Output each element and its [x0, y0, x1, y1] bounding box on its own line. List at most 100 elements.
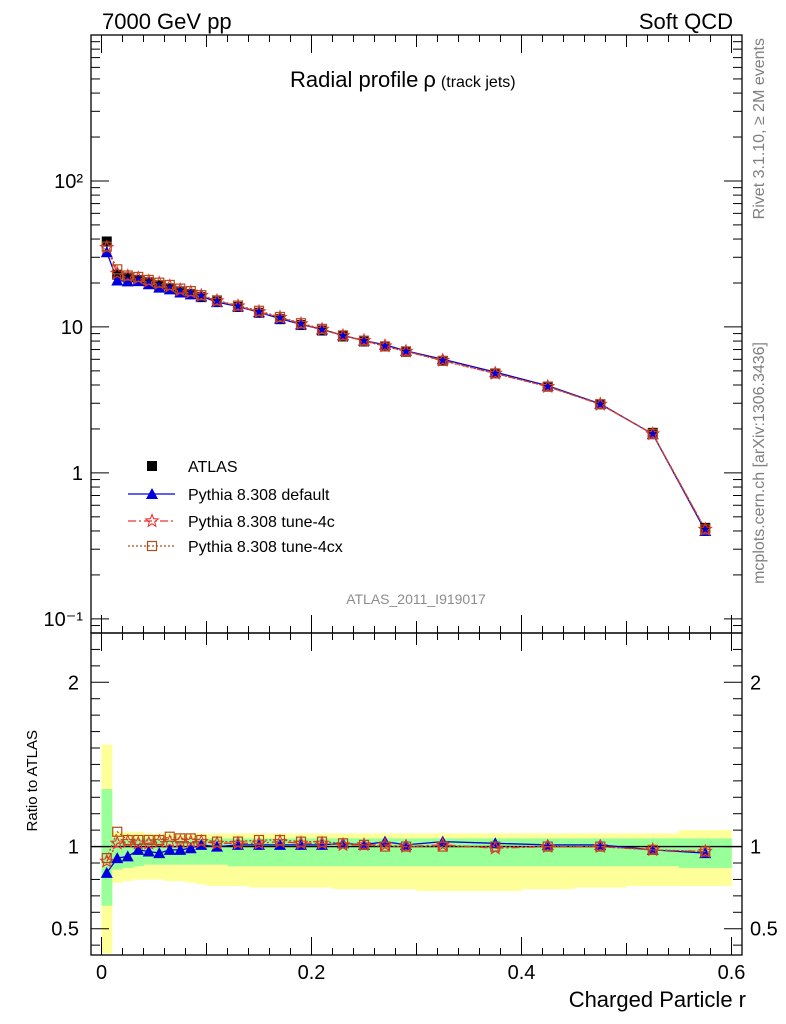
data-point-3 — [143, 274, 154, 285]
ratio-point-3 — [154, 834, 165, 846]
legend-label-1: Pythia 8.308 default — [188, 487, 330, 504]
ratio-point-3 — [295, 836, 307, 847]
main-title-sub: (track jets) — [441, 74, 516, 91]
side-label-bottom: mcplots.cern.ch [arXiv:1306.3436] — [751, 342, 768, 584]
ratio-point-3 — [595, 841, 606, 852]
y-tick-label: 1 — [72, 463, 83, 485]
ratio-line-3 — [106, 830, 706, 859]
data-point-3 — [295, 318, 307, 329]
legend-marker-1 — [146, 488, 158, 499]
ratio-point-3 — [185, 833, 196, 844]
data-point-3 — [101, 241, 112, 252]
ratio-point-1 — [379, 835, 391, 847]
x-tick-label: 0 — [96, 962, 107, 984]
ratio-point-1 — [100, 866, 113, 878]
ratio-point-3 — [700, 846, 711, 857]
ratio-point-1 — [174, 843, 187, 855]
ratio-y-tick-label: 2 — [68, 672, 79, 694]
legend: ATLAS Pythia 8.308 default Pythia 8.308 tu… — [128, 459, 343, 556]
data-point-3 — [337, 330, 349, 341]
data-point-3 — [211, 295, 223, 306]
ratio-point-3 — [122, 834, 133, 846]
ratio-point-3 — [143, 834, 154, 846]
data-point-1 — [111, 274, 124, 286]
y-tick-label: 10 — [61, 317, 83, 339]
y-axis-label: Ratio to ATLAS — [24, 730, 41, 831]
ratio-point-2 — [109, 835, 125, 850]
ratio-point-3 — [101, 852, 112, 864]
ratio-y-tick-label: 1 — [68, 837, 79, 859]
ratio-y-tick-label: 0.5 — [51, 919, 79, 941]
data-point-3 — [232, 300, 244, 311]
ratio-point-3 — [647, 844, 658, 855]
ratio-frame — [90, 632, 743, 956]
ratio-point-3 — [112, 826, 123, 837]
ratio-point-1 — [111, 852, 124, 864]
ratio-point-1 — [163, 843, 176, 855]
ratio-point-3 — [490, 841, 501, 852]
data-point-3 — [490, 368, 501, 379]
main-title-text: Radial profile — [290, 67, 418, 92]
data-point-3 — [154, 277, 165, 288]
data-point-3 — [358, 335, 370, 346]
ratio-point-3 — [437, 841, 448, 852]
data-point-3 — [112, 264, 123, 275]
ratio-point-3 — [253, 834, 265, 846]
x-axis-label: Charged Particle r — [569, 987, 746, 1012]
legend-label-0: ATLAS — [188, 459, 238, 476]
data-point-3 — [542, 381, 553, 392]
ratio-point-3 — [337, 838, 349, 849]
ratio-y-tick-label-right: 1 — [750, 837, 761, 859]
ratio-point-3 — [274, 834, 286, 846]
ratio-point-1 — [153, 847, 166, 859]
ratio-point-3 — [379, 841, 391, 852]
ratio-point-1 — [132, 843, 145, 855]
data-point-3 — [437, 355, 448, 367]
analysis-id: ATLAS_2011_I919017 — [346, 591, 486, 607]
x-tick-label: 0.6 — [718, 962, 746, 984]
side-label-top: Rivet 3.1.10, ≥ 2M events — [751, 38, 768, 219]
legend-label-2: Pythia 8.308 tune-4c — [188, 514, 335, 531]
x-tick-label: 0.4 — [508, 962, 536, 984]
legend-marker-3 — [146, 540, 158, 552]
legend-label-3: Pythia 8.308 tune-4cx — [188, 539, 343, 556]
data-point-1 — [121, 275, 134, 287]
ratio-point-1 — [436, 835, 449, 847]
main-title-symbol: ρ — [423, 67, 436, 92]
data-point-3 — [175, 283, 186, 294]
ratio-stat-band — [101, 789, 113, 906]
ratio-point-1 — [121, 850, 134, 862]
data-point-3 — [379, 341, 391, 352]
ratio-point-3 — [542, 841, 553, 852]
header-left: 7000 GeV pp — [102, 9, 232, 34]
header-right: Soft QCD — [639, 9, 733, 34]
ratio-stat-band — [196, 838, 207, 865]
ratio-point-3 — [232, 836, 244, 847]
data-point-3 — [400, 346, 412, 357]
main-plot-panel: 10⁻¹ 1 10 10² — [44, 34, 743, 634]
ratio-point-3 — [211, 836, 223, 847]
x-tick-label: 0.2 — [298, 962, 326, 984]
ratio-y-tick-label-right: 0.5 — [750, 919, 778, 941]
ratio-point-1 — [184, 842, 197, 854]
main-title: Radial profile ρ (track jets) — [290, 67, 516, 92]
ratio-y-tick-label-right: 2 — [750, 672, 761, 694]
ratio-point-3 — [358, 839, 370, 851]
data-point-3 — [185, 285, 196, 297]
ratio-point-3 — [196, 834, 207, 846]
data-point-3 — [316, 323, 328, 334]
data-point-3 — [122, 270, 133, 281]
ratio-point-3 — [175, 833, 186, 844]
ratio-line-2 — [106, 840, 706, 862]
y-tick-label: 10⁻¹ — [44, 609, 84, 631]
data-point-3 — [274, 311, 286, 323]
data-point-3 — [133, 271, 144, 283]
ratio-point-3 — [316, 836, 328, 847]
ratio-point-3 — [133, 834, 144, 846]
legend-marker-2 — [144, 512, 160, 528]
data-point-3 — [700, 524, 711, 535]
ratio-point-1 — [142, 845, 155, 857]
data-point-3 — [164, 279, 175, 291]
ratio-plot-panel: 0.5 0.5 1 1 2 2 0 0.2 0.4 0.6 — [51, 632, 778, 984]
